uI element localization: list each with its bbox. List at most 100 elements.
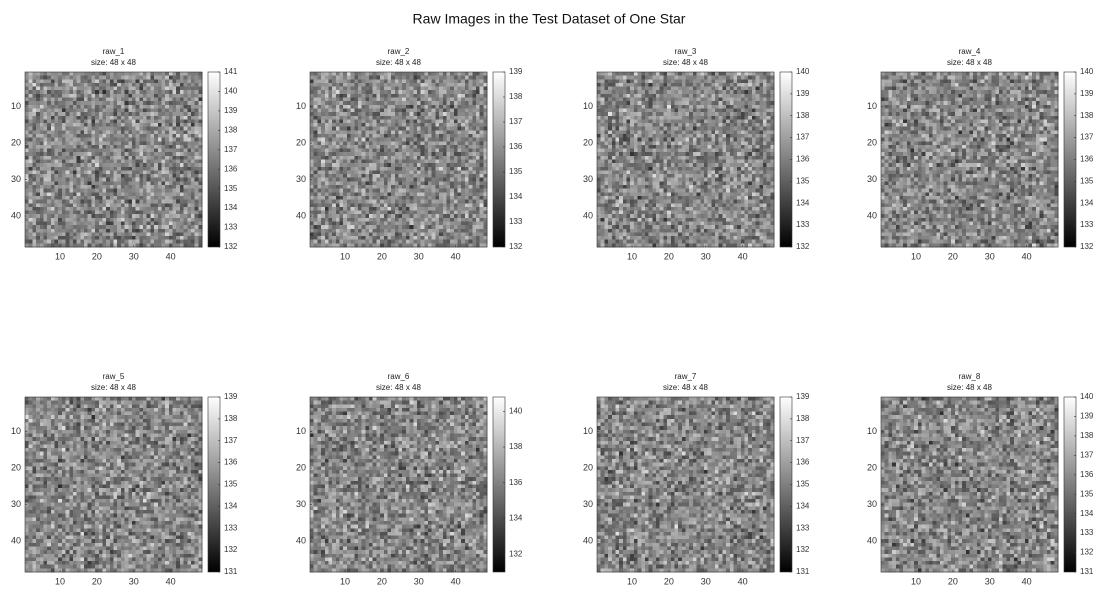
pixel bbox=[117, 240, 121, 244]
pixel bbox=[136, 130, 140, 134]
pixel bbox=[432, 170, 436, 174]
pixel bbox=[454, 101, 458, 105]
pixel bbox=[114, 185, 118, 189]
pixel bbox=[432, 108, 436, 112]
pixel bbox=[380, 112, 384, 116]
pixel bbox=[458, 98, 462, 102]
pixel bbox=[439, 207, 443, 211]
pixel bbox=[158, 94, 162, 98]
pixel bbox=[413, 112, 417, 116]
pixel bbox=[99, 72, 103, 76]
pixel bbox=[461, 203, 465, 207]
pixel bbox=[36, 145, 40, 149]
pixel bbox=[95, 127, 99, 131]
pixel bbox=[608, 76, 612, 80]
pixel bbox=[391, 101, 395, 105]
pixel bbox=[328, 178, 332, 182]
pixel bbox=[36, 185, 40, 189]
pixel bbox=[176, 112, 180, 116]
pixel bbox=[310, 167, 314, 171]
pixel bbox=[406, 141, 410, 145]
pixel bbox=[458, 196, 462, 200]
pixel bbox=[77, 87, 81, 91]
pixel bbox=[73, 160, 77, 164]
pixel bbox=[354, 112, 358, 116]
pixel bbox=[458, 105, 462, 109]
pixel bbox=[102, 240, 106, 244]
pixel bbox=[365, 211, 369, 215]
pixel bbox=[332, 83, 336, 87]
pixel bbox=[143, 229, 147, 233]
pixel bbox=[165, 203, 169, 207]
pixel bbox=[66, 221, 70, 225]
pixel bbox=[369, 76, 373, 80]
pixel bbox=[421, 156, 425, 160]
pixel bbox=[161, 218, 165, 222]
pixel bbox=[472, 203, 476, 207]
pixel bbox=[184, 221, 188, 225]
pixel bbox=[62, 240, 66, 244]
pixel bbox=[402, 87, 406, 91]
pixel bbox=[446, 236, 450, 240]
pixel bbox=[424, 211, 428, 215]
pixel bbox=[317, 229, 321, 233]
pixel bbox=[187, 134, 191, 138]
pixel bbox=[465, 72, 469, 76]
pixel bbox=[354, 127, 358, 131]
pixel bbox=[176, 192, 180, 196]
pixel bbox=[161, 108, 165, 112]
pixel bbox=[132, 138, 136, 142]
pixel bbox=[62, 189, 66, 193]
pixel bbox=[125, 236, 129, 240]
pixel bbox=[184, 138, 188, 142]
pixel bbox=[169, 87, 173, 91]
pixel bbox=[711, 83, 715, 87]
pixel bbox=[77, 105, 81, 109]
pixel bbox=[340, 181, 344, 185]
pixel bbox=[748, 72, 752, 76]
pixel bbox=[328, 200, 332, 204]
pixel bbox=[77, 218, 81, 222]
pixel bbox=[384, 149, 388, 153]
pixel bbox=[73, 214, 77, 218]
pixel bbox=[365, 178, 369, 182]
pixel bbox=[32, 76, 36, 80]
pixel bbox=[69, 149, 73, 153]
pixel bbox=[91, 192, 95, 196]
pixel bbox=[91, 232, 95, 236]
pixel bbox=[73, 218, 77, 222]
pixel bbox=[656, 79, 660, 83]
pixel bbox=[340, 98, 344, 102]
pixel bbox=[187, 127, 191, 131]
pixel bbox=[458, 83, 462, 87]
pixel bbox=[117, 163, 121, 167]
pixel bbox=[55, 123, 59, 127]
pixel bbox=[69, 76, 73, 80]
pixel bbox=[328, 211, 332, 215]
pixel bbox=[143, 163, 147, 167]
pixel bbox=[84, 178, 88, 182]
pixel bbox=[421, 207, 425, 211]
pixel bbox=[704, 72, 708, 76]
pixel bbox=[391, 167, 395, 171]
pixel bbox=[476, 112, 480, 116]
pixel bbox=[147, 170, 151, 174]
pixel bbox=[165, 130, 169, 134]
pixel bbox=[461, 200, 465, 204]
pixel bbox=[25, 149, 29, 153]
pixel bbox=[328, 141, 332, 145]
pixel bbox=[413, 145, 417, 149]
pixel bbox=[428, 130, 432, 134]
pixel bbox=[362, 108, 366, 112]
pixel bbox=[169, 138, 173, 142]
pixel bbox=[69, 218, 73, 222]
pixel bbox=[314, 163, 318, 167]
pixel bbox=[336, 207, 340, 211]
pixel bbox=[443, 105, 447, 109]
image bbox=[25, 72, 202, 247]
pixel bbox=[310, 185, 314, 189]
pixel bbox=[158, 196, 162, 200]
pixel bbox=[121, 174, 125, 178]
pixel bbox=[351, 170, 355, 174]
pixel bbox=[321, 214, 325, 218]
